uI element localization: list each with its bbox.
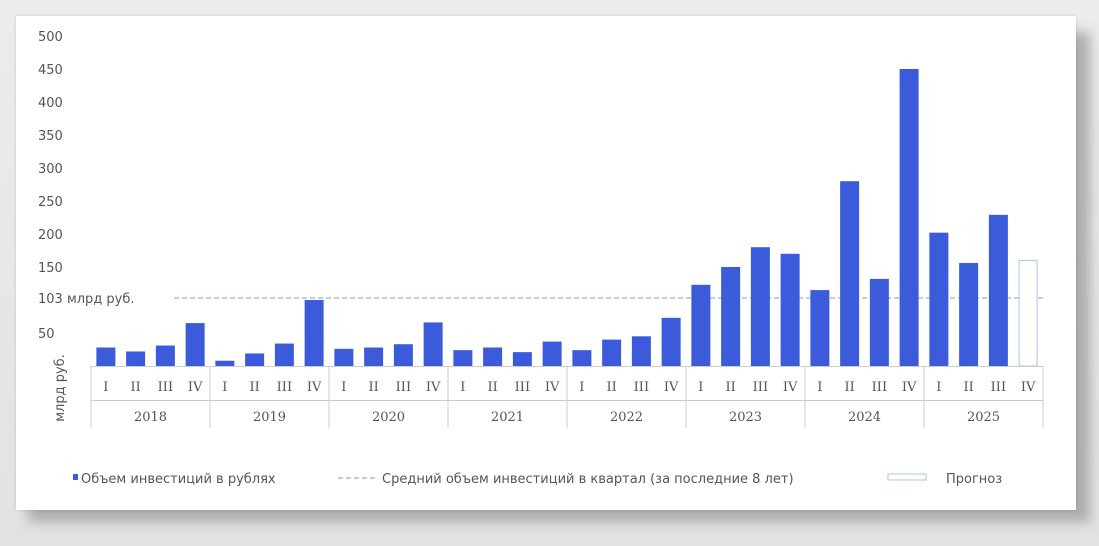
bar-2018-IV [185, 323, 205, 366]
quarter-label: III [753, 380, 768, 395]
bar-2023-I [691, 284, 711, 366]
quarter-label: III [396, 380, 411, 395]
y-tick-label: 350 [38, 129, 63, 144]
quarter-label: I [579, 380, 584, 395]
legend-bar-swatch [73, 474, 78, 480]
year-label: 2020 [372, 410, 405, 425]
average-line-label: 103 млрд руб. [38, 292, 135, 307]
quarter-label: IV [426, 380, 441, 395]
bar-2019-IV [304, 300, 324, 366]
quarter-label: III [872, 380, 887, 395]
y-tick-label: 300 [38, 162, 63, 177]
quarter-label: IV [664, 380, 679, 395]
year-label: 2019 [253, 410, 286, 425]
quarter-label: I [460, 380, 465, 395]
quarter-label: II [725, 380, 735, 395]
quarter-label: IV [188, 380, 203, 395]
year-label: 2021 [491, 410, 524, 425]
y-tick-label: 50 [38, 327, 55, 342]
bar-2022-IV [661, 317, 681, 366]
bar-2024-IV [899, 69, 919, 366]
legend-forecast-label: Прогноз [946, 472, 1002, 487]
quarter-label: II [606, 380, 616, 395]
bar-2020-IV [423, 322, 443, 366]
quarter-label: II [963, 380, 973, 395]
quarter-label: IV [1021, 380, 1036, 395]
bar-2024-II [840, 181, 860, 366]
bar-2020-I [334, 348, 354, 366]
bar-2022-III [631, 336, 651, 366]
forecast-bar-2025-IV [1018, 259, 1038, 367]
legend-bar-label: Объем инвестиций в рублях [81, 472, 276, 487]
quarter-label: IV [307, 380, 322, 395]
bar-2022-II [602, 339, 622, 366]
quarter-label: I [817, 380, 822, 395]
y-tick-label: 150 [38, 261, 63, 276]
investment-bar-chart: 50 150 200 250 300 350 400 450 500 млрд руб. 103 м… [38, 30, 1044, 487]
quarter-label: I [698, 380, 703, 395]
bar-2024-III [869, 278, 889, 366]
quarter-label: III [515, 380, 530, 395]
quarter-label: I [341, 380, 346, 395]
legend-average-label: Средний объем инвестиций в квартал (за п… [382, 472, 794, 487]
bar-2023-II [721, 267, 741, 366]
year-label: 2023 [729, 410, 762, 425]
y-tick-label: 200 [38, 228, 63, 243]
bar-2025-I [929, 232, 949, 366]
bar-2019-I [215, 360, 235, 366]
bar-2019-III [274, 343, 294, 366]
bar-2018-II [126, 351, 146, 366]
y-axis-title: млрд руб. [53, 354, 68, 422]
quarter-label: III [277, 380, 292, 395]
quarter-label: II [368, 380, 378, 395]
year-label: 2018 [134, 410, 167, 425]
bar-2021-II [483, 347, 503, 366]
y-tick-label: 500 [38, 30, 63, 45]
bar-2021-IV [542, 341, 562, 366]
quarter-label: I [936, 380, 941, 395]
bar-2023-IV [780, 253, 800, 366]
quarter-label: III [634, 380, 649, 395]
y-tick-label: 450 [38, 63, 63, 78]
bar-2018-III [155, 345, 175, 366]
bar-2020-III [393, 344, 413, 366]
legend-forecast-swatch [887, 473, 927, 481]
quarter-label: IV [783, 380, 798, 395]
bar-2024-I [810, 290, 830, 366]
bar-2021-III [512, 352, 532, 366]
bar-2019-II [245, 353, 265, 366]
y-tick-label: 250 [38, 195, 63, 210]
bar-2025-III [988, 214, 1008, 366]
quarter-label: I [103, 380, 108, 395]
bar-2023-III [750, 247, 770, 366]
y-tick-label: 400 [38, 96, 63, 111]
quarter-label: III [158, 380, 173, 395]
year-label: 2022 [610, 410, 643, 425]
year-label: 2025 [967, 410, 1000, 425]
quarter-label: IV [902, 380, 917, 395]
bar-2018-I [96, 347, 116, 366]
bar-2020-II [364, 347, 384, 366]
bar-2022-I [572, 350, 592, 366]
quarter-label: III [991, 380, 1006, 395]
year-label: 2024 [848, 410, 881, 425]
chart-card: 50 150 200 250 300 350 400 450 500 млрд руб. 103 м… [16, 16, 1076, 510]
quarter-label: II [249, 380, 259, 395]
quarter-label: II [487, 380, 497, 395]
bar-2025-II [959, 263, 979, 366]
quarter-label: IV [545, 380, 560, 395]
quarter-label: II [844, 380, 854, 395]
bar-2021-I [453, 350, 473, 366]
quarter-label: I [222, 380, 227, 395]
quarter-label: II [130, 380, 140, 395]
